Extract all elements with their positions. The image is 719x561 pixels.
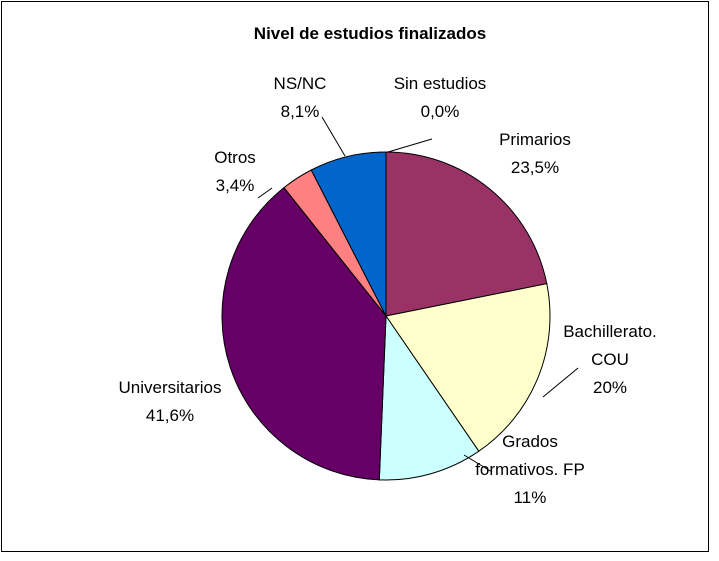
- value-label: 3,4%: [215, 176, 255, 195]
- category-label: Bachillerato. COU: [563, 322, 657, 369]
- category-label: Otros: [214, 148, 256, 167]
- data-label: Bachillerato. COU 20%: [560, 318, 660, 402]
- pie-slice: [221, 186, 387, 481]
- pie-slice: [310, 151, 387, 317]
- data-label: Grados formativos. FP 11%: [470, 428, 590, 512]
- pie-slice: [385, 151, 548, 317]
- leader-line: [321, 116, 346, 157]
- pie-slice: [385, 283, 551, 452]
- value-label: 23,5%: [510, 158, 560, 177]
- category-label: Primarios: [499, 130, 571, 149]
- leader-line: [387, 138, 433, 153]
- leader-line: [257, 187, 273, 199]
- data-label: Otros 3,4%: [200, 144, 270, 200]
- pie-slice: [378, 314, 480, 481]
- category-label: Universitarios: [118, 378, 222, 397]
- value-label: 11%: [513, 488, 547, 507]
- leader-line: [542, 367, 579, 398]
- value-label: 0,0%: [420, 102, 460, 121]
- value-label: 41,6%: [145, 406, 195, 425]
- data-label: Sin estudios 0,0%: [380, 70, 500, 126]
- value-label: 8,1%: [280, 102, 320, 121]
- chart-title: Nivel de estudios finalizados: [253, 24, 487, 43]
- category-label: Sin estudios: [393, 74, 487, 93]
- data-label: Universitarios 41,6%: [90, 374, 250, 430]
- data-label: NS/NC 8,1%: [260, 70, 340, 126]
- leader-line: [463, 454, 493, 473]
- category-label: Grados formativos. FP: [475, 432, 585, 479]
- value-label: 20%: [592, 378, 628, 397]
- category-label: NS/NC: [273, 74, 327, 93]
- data-label: Primarios 23,5%: [480, 126, 590, 182]
